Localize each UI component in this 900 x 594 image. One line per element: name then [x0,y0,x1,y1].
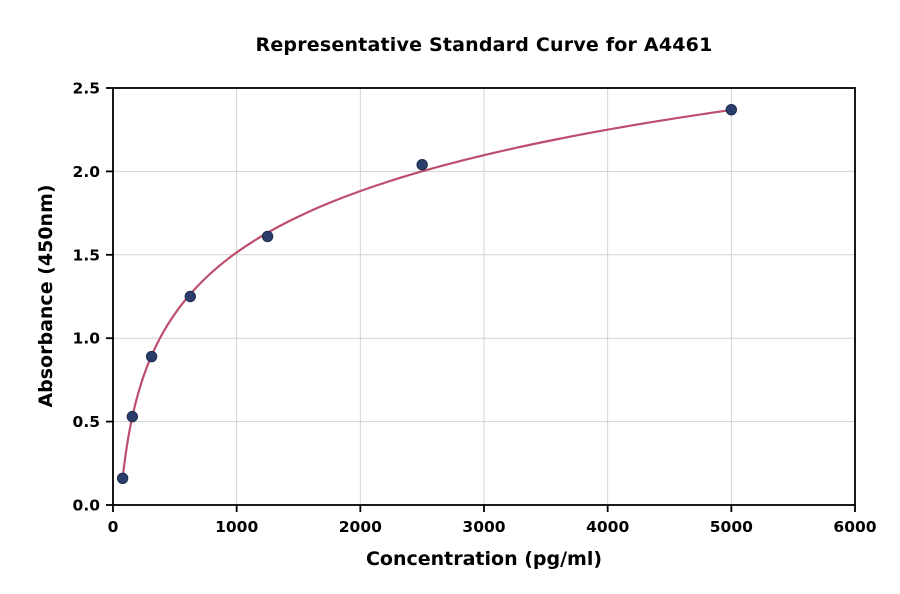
data-point [261,230,274,243]
x-axis-label: Concentration (pg/ml) [365,548,603,570]
data-point [116,472,129,485]
y-tick-label: 2.5 [73,80,100,98]
y-tick-label: 0.5 [73,413,100,431]
x-tick-label: 6000 [833,518,876,536]
y-tick-label: 2.0 [73,163,101,181]
x-tick-label: 1000 [215,518,258,536]
x-tick-label: 3000 [462,518,505,536]
data-point [126,410,138,423]
x-tick-label: 5000 [710,518,753,536]
y-tick-label: 0.0 [73,497,101,515]
data-point [416,159,428,171]
x-tick-label: 4000 [586,518,629,536]
data-point [184,290,196,303]
y-axis-label: Absorbance (450nm) [35,184,57,408]
x-tick-label: 2000 [339,518,382,536]
y-tick-label: 1.0 [73,330,101,348]
data-point [145,350,158,363]
chart-title: Representative Standard Curve for A4461 [255,34,713,56]
x-tick-label: 0 [108,518,119,536]
y-tick-label: 1.5 [73,246,100,264]
data-point [725,103,738,116]
